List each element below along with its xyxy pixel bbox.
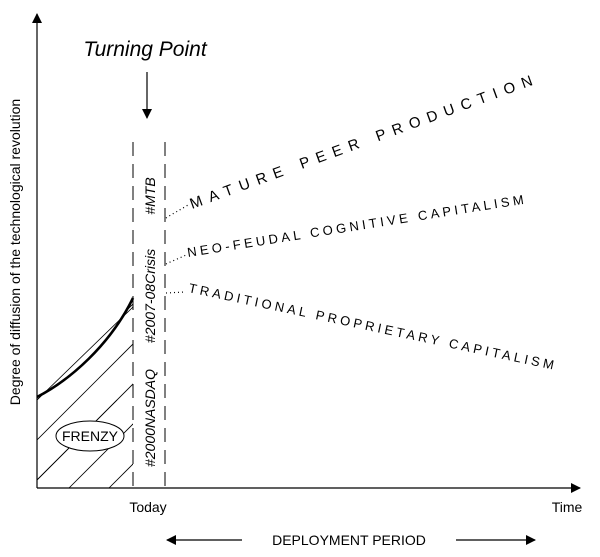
turning-point-title: Turning Point [83,38,208,61]
neofeudal-connector [165,254,187,265]
frenzy-hatch [37,298,133,488]
deployment-period-label: DEPLOYMENT PERIOD [272,532,426,548]
mature-connector [165,204,189,219]
frenzy-ellipse [55,420,125,452]
scenario-traditional: TRADITIONAL PROPRIETARY CAPITALISM [187,280,558,373]
traditional-connector [165,291,186,294]
y-axis-label: Degree of diffusion of the technological… [7,99,23,405]
scenario-mature-peer-production: MATURE PEER PRODUCTION [188,70,542,213]
time-label: Time [552,499,583,515]
frenzy-lower-boundary [36,306,134,401]
band-label-crisis: #2007-08Crisis [142,249,158,343]
diffusion-curve [36,297,135,399]
band-label-mtb: #MTB [142,177,158,214]
frenzy-label: FRENZY [62,428,119,444]
scenario-neo-feudal: NEO-FEUDAL COGNITIVE CAPITALISM [186,191,528,260]
today-label: Today [129,499,166,515]
band-label-nasdaq: #2000NASDAQ [142,369,158,467]
